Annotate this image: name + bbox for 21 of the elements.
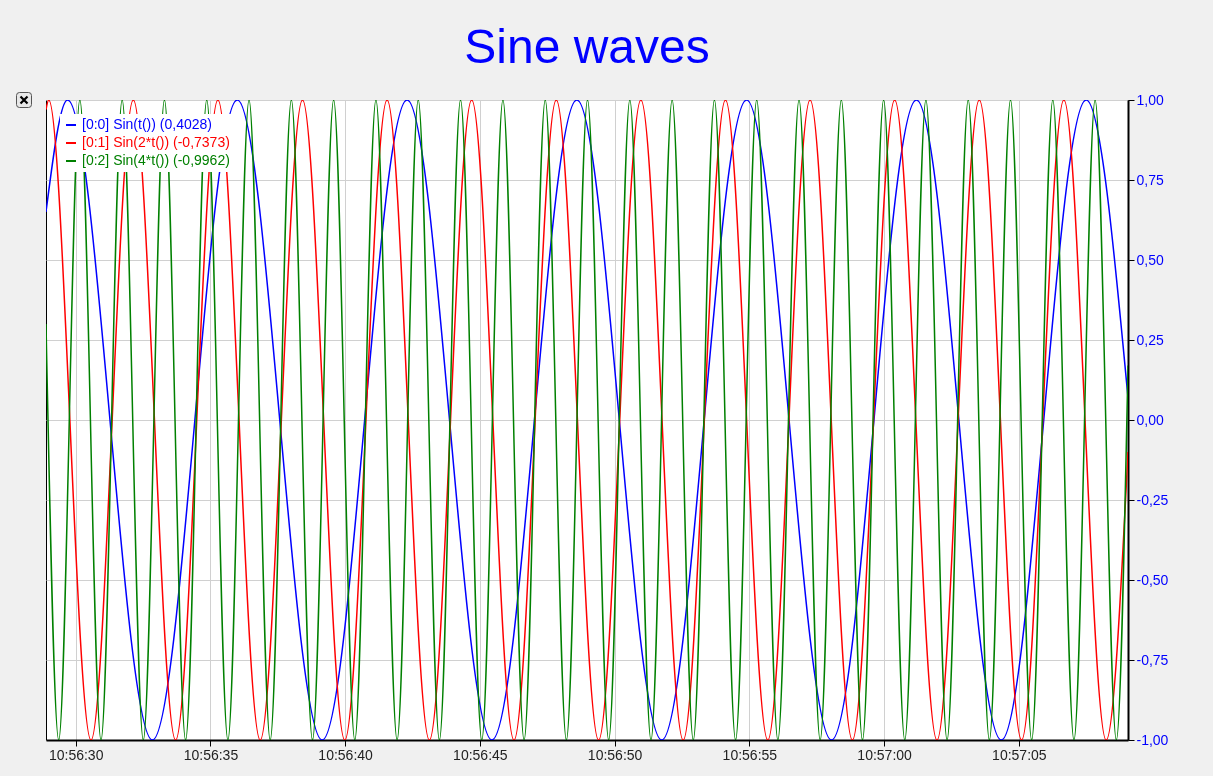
chart-title: Sine waves	[464, 20, 710, 73]
legend-label: [0:2] Sin(4*t()) (-0,9962)	[82, 152, 230, 168]
x-tick-label: 10:56:35	[183, 746, 239, 763]
y-tick-label: -0,25	[1136, 491, 1169, 508]
legend-label: [0:0] Sin(t()) (0,4028)	[82, 116, 212, 132]
y-tick-label: 0,25	[1136, 331, 1164, 348]
y-tick-label: -0,50	[1136, 571, 1169, 588]
x-tick-label: 10:57:05	[992, 746, 1047, 763]
x-tick-label: 10:56:55	[722, 746, 778, 763]
x-tick-label: 10:56:40	[318, 746, 374, 763]
y-tick-label: -0,75	[1136, 651, 1169, 668]
x-tick-label: 10:56:50	[587, 746, 643, 763]
x-tick-label: 10:57:00	[857, 746, 913, 763]
y-tick-label: 1,00	[1136, 91, 1164, 108]
x-tick-label: 10:56:30	[48, 746, 104, 763]
y-tick-label: 0,50	[1136, 251, 1164, 268]
x-tick-label: 10:56:45	[453, 746, 508, 763]
y-tick-label: 0,00	[1136, 411, 1164, 428]
legend-label: [0:1] Sin(2*t()) (-0,7373)	[82, 134, 230, 150]
y-tick-label: 0,75	[1136, 171, 1164, 188]
y-tick-label: -1,00	[1136, 731, 1169, 748]
